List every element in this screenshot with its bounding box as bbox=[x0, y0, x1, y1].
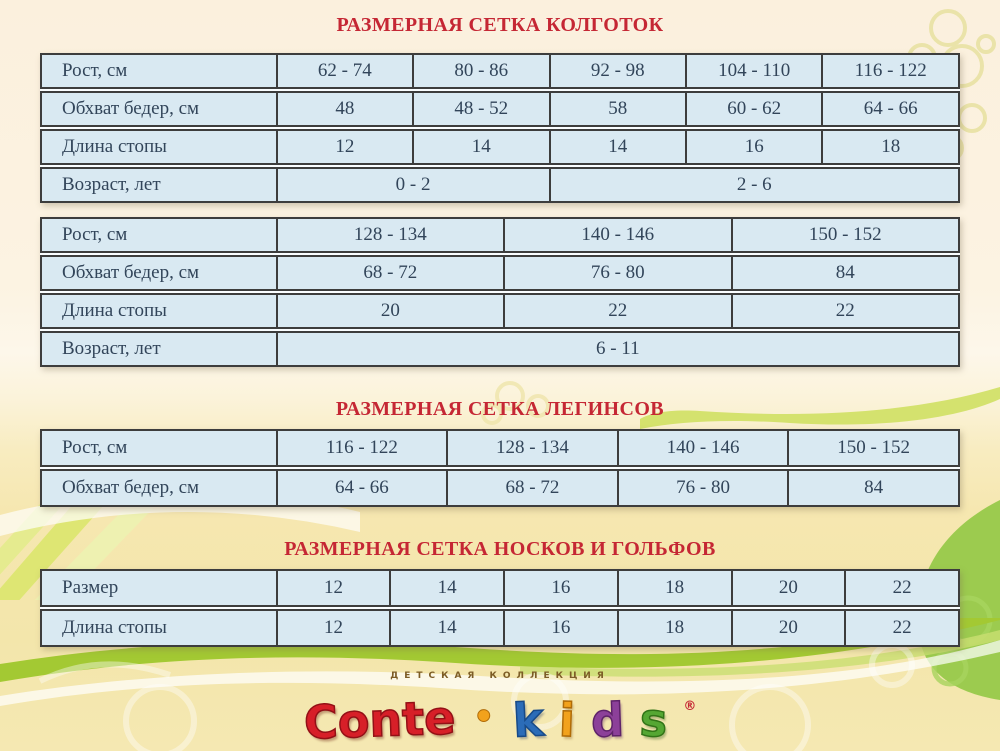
table-cell: 12 bbox=[275, 611, 390, 645]
table-cell: 140 - 146 bbox=[503, 219, 730, 251]
table-cell: 68 - 72 bbox=[275, 257, 503, 289]
table-cell: 14 bbox=[389, 571, 503, 605]
table-cell: 76 - 80 bbox=[616, 471, 788, 505]
brand-tagline: ДЕТСКАЯ КОЛЛЕКЦИЯ bbox=[390, 671, 610, 681]
table-cell: 6 - 11 bbox=[275, 333, 958, 365]
table-row: Длина стопы 12 14 16 18 20 22 bbox=[40, 609, 960, 647]
table-cell: 16 bbox=[503, 571, 617, 605]
row-label: Рост, см bbox=[62, 437, 128, 458]
table-cell: 22 bbox=[844, 571, 958, 605]
table-cell: 16 bbox=[684, 131, 821, 163]
table-cell: 140 - 146 bbox=[616, 431, 788, 465]
row-label: Обхват бедер, см bbox=[62, 477, 200, 498]
section-title-socks: РАЗМЕРНАЯ СЕТКА НОСКОВ И ГОЛЬФОВ bbox=[284, 538, 716, 560]
table-row: Обхват бедер, см 68 - 72 76 - 80 84 bbox=[40, 255, 960, 291]
row-label: Длина стопы bbox=[62, 136, 167, 157]
table-cell: 16 bbox=[503, 611, 617, 645]
brand-letter-k: k bbox=[510, 691, 545, 748]
brand-logo: ДЕТСКАЯ КОЛЛЕКЦИЯ Conte • k i d s ® bbox=[0, 671, 1000, 751]
section-title-tights: РАЗМЕРНАЯ СЕТКА КОЛГОТОК bbox=[336, 14, 664, 36]
table-cell: 150 - 152 bbox=[730, 219, 958, 251]
table-cell: 80 - 86 bbox=[412, 55, 548, 87]
section-tights: РАЗМЕРНАЯ СЕТКА КОЛГОТОК Рост, см 62 - 74… bbox=[0, 0, 1000, 367]
table-cell: 18 bbox=[616, 571, 731, 605]
table-cell: 104 - 110 bbox=[684, 55, 821, 87]
table-row: Обхват бедер, см 64 - 66 68 - 72 76 - 80 84 bbox=[40, 469, 960, 507]
table-row: Возраст, лет 6 - 11 bbox=[40, 331, 960, 367]
table-cell: 68 - 72 bbox=[446, 471, 617, 505]
row-label: Обхват бедер, см bbox=[62, 98, 200, 119]
table-cell: 22 bbox=[730, 295, 958, 327]
table-row: Обхват бедер, см 48 48 - 52 58 60 - 62 64 - 6… bbox=[40, 91, 960, 127]
table-cell: 128 - 134 bbox=[275, 219, 503, 251]
socks-size-table: Размер 12 14 16 18 20 22 Длина стопы 12 14 16 18 20 2… bbox=[40, 569, 960, 647]
brand-letter-d: d bbox=[589, 692, 625, 749]
row-label: Рост, см bbox=[62, 224, 128, 245]
row-label: Длина стопы bbox=[62, 617, 167, 638]
table-cell: 18 bbox=[821, 131, 957, 163]
table-cell: 116 - 122 bbox=[275, 431, 447, 465]
table-cell: 12 bbox=[275, 131, 412, 163]
table-cell: 84 bbox=[730, 257, 958, 289]
section-leggings: РАЗМЕРНАЯ СЕТКА ЛЕГИНСОВ Рост, см 116 - 1… bbox=[0, 367, 1000, 507]
table-row: Длина стопы 20 22 22 bbox=[40, 293, 960, 329]
table-cell: 116 - 122 bbox=[821, 55, 957, 87]
table-cell: 62 - 74 bbox=[275, 55, 412, 87]
row-label: Возраст, лет bbox=[62, 338, 161, 359]
table-cell: 20 bbox=[730, 571, 845, 605]
table-cell: 20 bbox=[730, 611, 845, 645]
row-label: Длина стопы bbox=[62, 300, 167, 321]
table-row: Длина стопы 12 14 14 16 18 bbox=[40, 129, 960, 165]
table-cell: 14 bbox=[389, 611, 503, 645]
tights-size-table-large: Рост, см 128 - 134 140 - 146 150 - 152 Обхва… bbox=[40, 217, 960, 367]
tights-size-table-small: Рост, см 62 - 74 80 - 86 92 - 98 104 - 110 11… bbox=[40, 53, 960, 203]
table-row: Рост, см 128 - 134 140 - 146 150 - 152 bbox=[40, 217, 960, 253]
brand-letter-i: i bbox=[558, 692, 577, 748]
table-cell: 64 - 66 bbox=[821, 93, 957, 125]
table-cell: 22 bbox=[503, 295, 730, 327]
row-label: Возраст, лет bbox=[62, 174, 161, 195]
brand-dot: • bbox=[472, 697, 495, 738]
table-cell: 2 - 6 bbox=[548, 169, 958, 201]
brand-wordmark: Conte • k i d s ® bbox=[0, 681, 1000, 751]
table-cell: 84 bbox=[787, 471, 958, 505]
table-cell: 48 - 52 bbox=[412, 93, 548, 125]
table-cell: 60 - 62 bbox=[684, 93, 821, 125]
row-label: Рост, см bbox=[62, 60, 128, 81]
registered-trademark-icon: ® bbox=[683, 699, 697, 714]
table-row: Рост, см 116 - 122 128 - 134 140 - 146 150 -… bbox=[40, 429, 960, 467]
table-cell: 18 bbox=[616, 611, 731, 645]
table-cell: 14 bbox=[412, 131, 548, 163]
row-label: Обхват бедер, см bbox=[62, 262, 200, 283]
table-cell: 20 bbox=[275, 295, 503, 327]
table-cell: 128 - 134 bbox=[446, 431, 617, 465]
table-cell: 14 bbox=[548, 131, 685, 163]
table-cell: 48 bbox=[275, 93, 412, 125]
leggings-size-table: Рост, см 116 - 122 128 - 134 140 - 146 150 -… bbox=[40, 429, 960, 507]
table-cell: 92 - 98 bbox=[548, 55, 685, 87]
table-cell: 76 - 80 bbox=[503, 257, 730, 289]
table-cell: 150 - 152 bbox=[787, 431, 958, 465]
table-row: Рост, см 62 - 74 80 - 86 92 - 98 104 - 110 11… bbox=[40, 53, 960, 89]
table-row: Размер 12 14 16 18 20 22 bbox=[40, 569, 960, 607]
brand-letter-s: s bbox=[638, 692, 670, 749]
table-cell: 0 - 2 bbox=[275, 169, 549, 201]
brand-conte-text: Conte bbox=[302, 690, 457, 751]
table-cell: 64 - 66 bbox=[275, 471, 447, 505]
table-cell: 12 bbox=[275, 571, 390, 605]
section-socks: РАЗМЕРНАЯ СЕТКА НОСКОВ И ГОЛЬФОВ Размер 1… bbox=[0, 507, 1000, 647]
table-cell: 22 bbox=[844, 611, 958, 645]
row-label: Размер bbox=[62, 577, 119, 598]
table-cell: 58 bbox=[548, 93, 685, 125]
section-title-leggings: РАЗМЕРНАЯ СЕТКА ЛЕГИНСОВ bbox=[335, 398, 665, 420]
